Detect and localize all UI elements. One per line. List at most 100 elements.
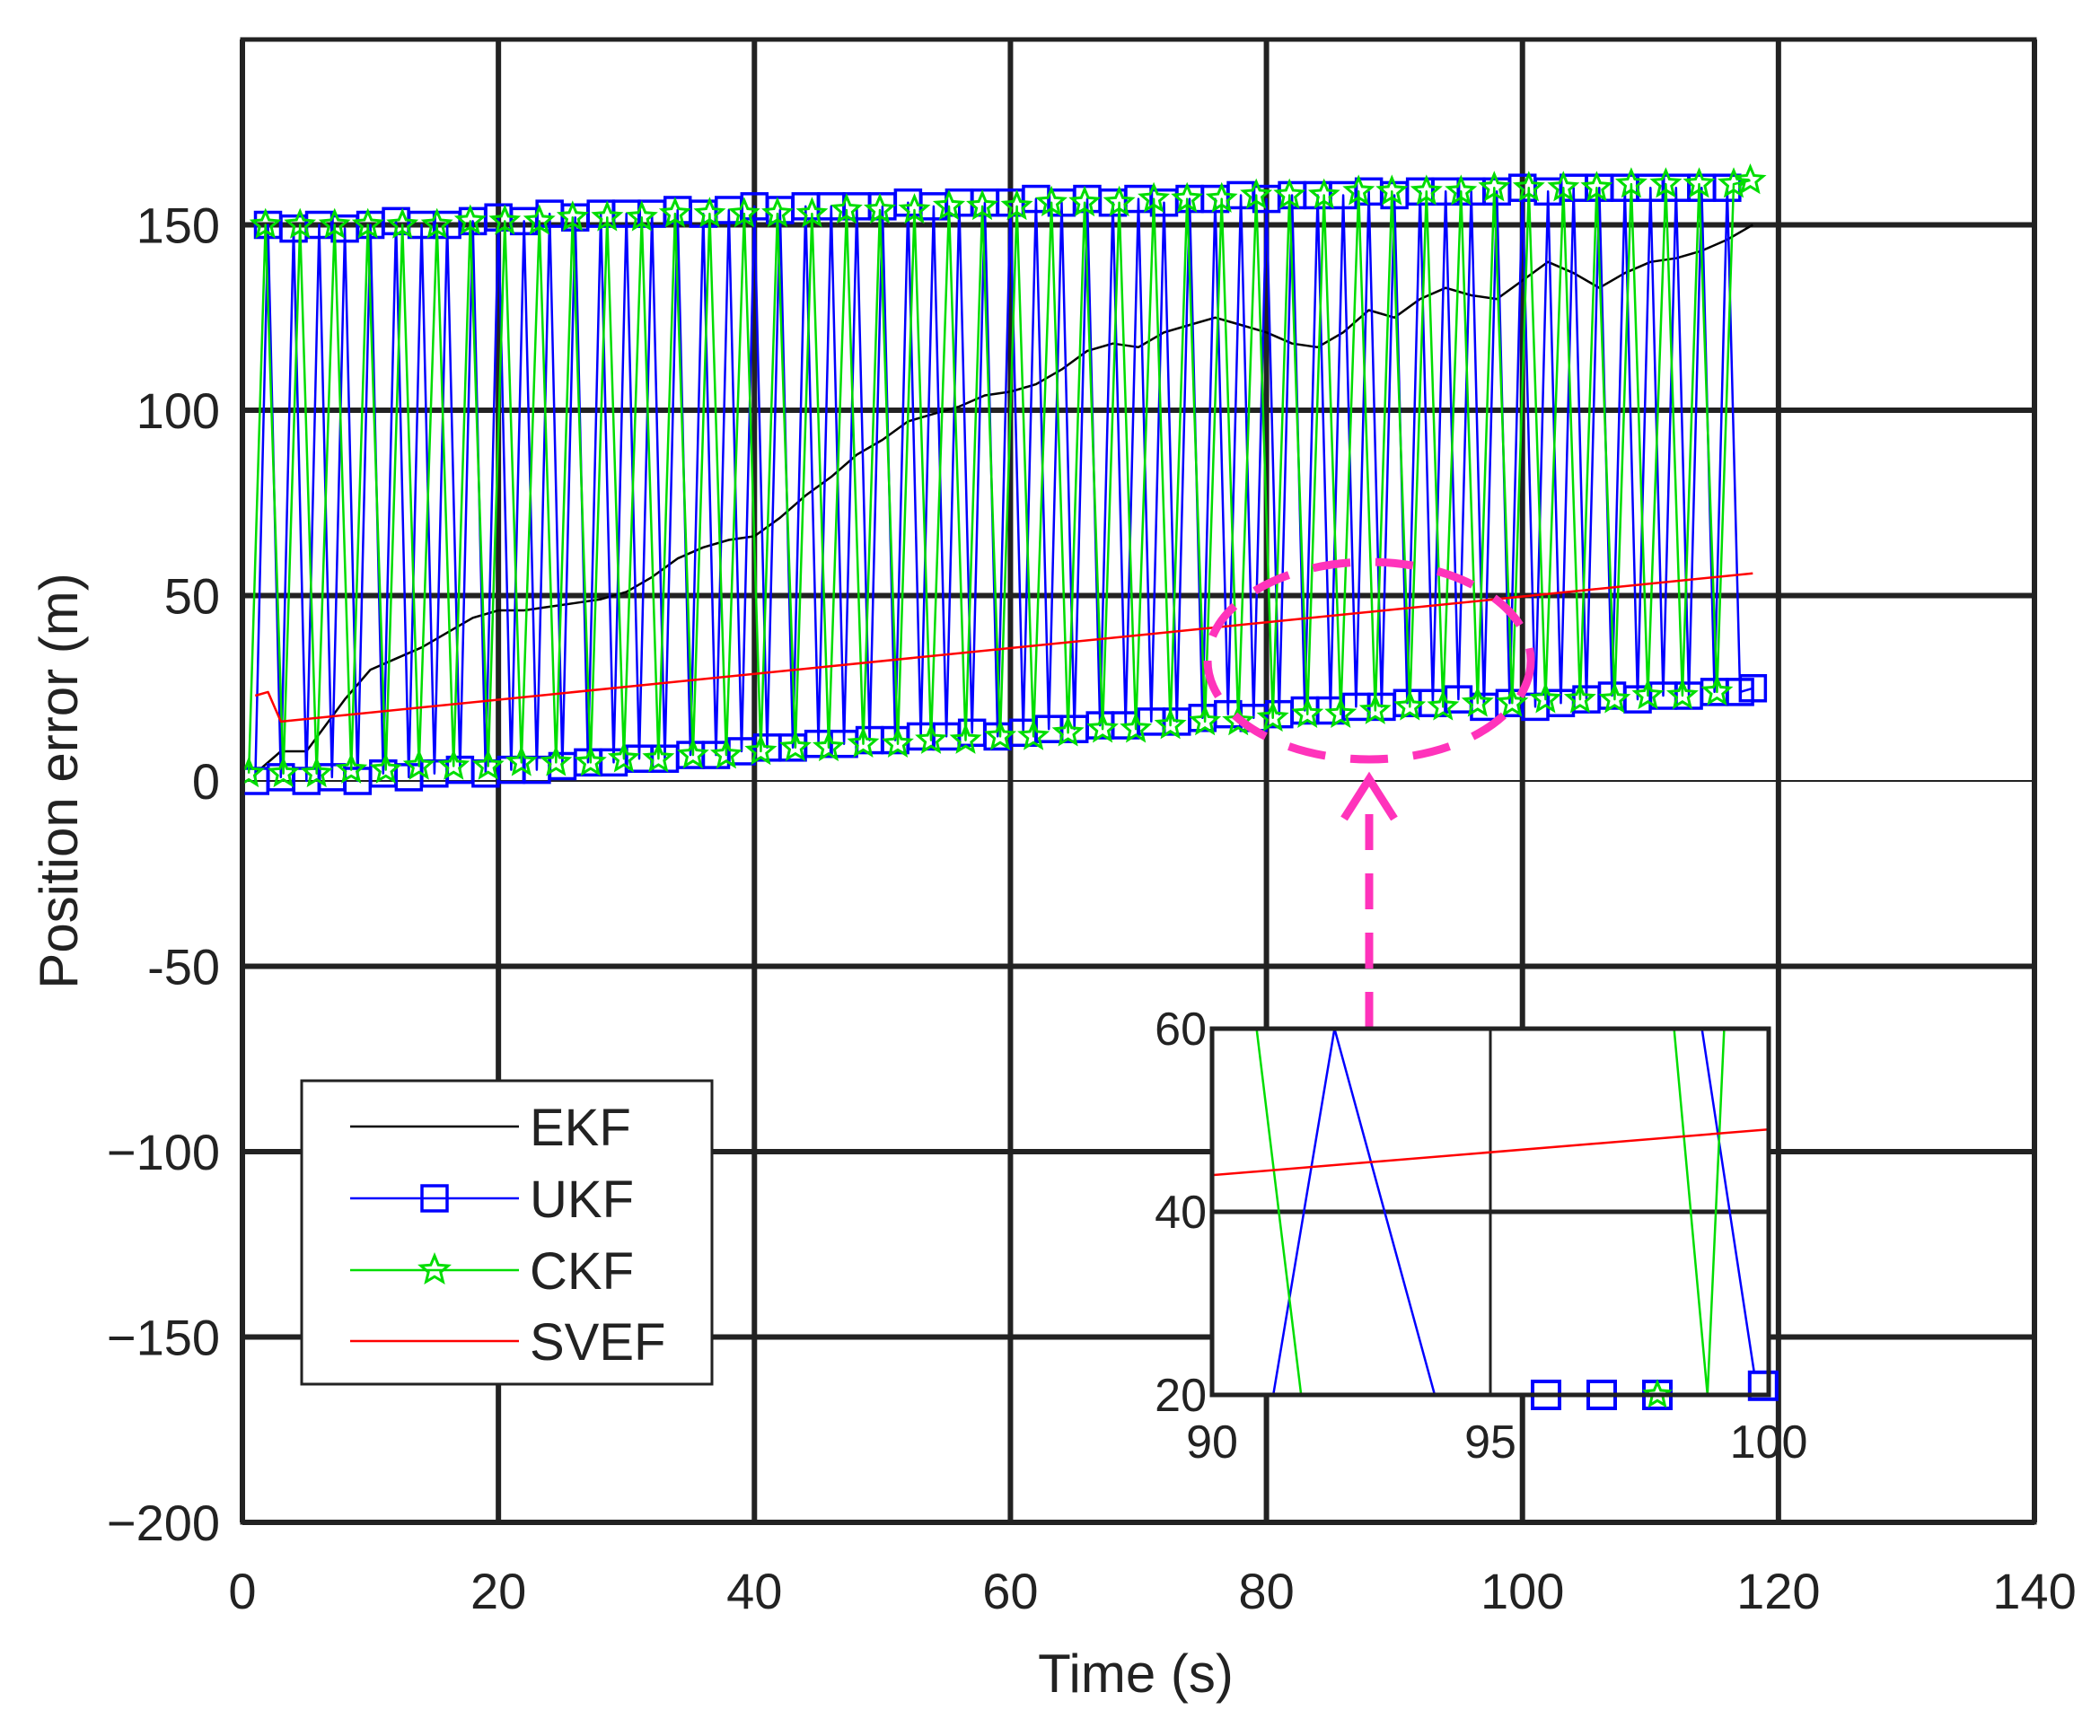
ckf-marker bbox=[386, 207, 419, 239]
ckf-marker bbox=[591, 200, 624, 232]
ckf-marker bbox=[1138, 181, 1171, 213]
ckf-marker bbox=[1529, 682, 1562, 714]
ckf-marker bbox=[727, 197, 760, 228]
ckf-marker bbox=[1393, 689, 1427, 721]
x-axis-label: Time (s) bbox=[1038, 1644, 1234, 1704]
ckf-marker bbox=[676, 738, 709, 769]
zoom-arrow-head bbox=[1340, 771, 1398, 821]
ckf-marker bbox=[488, 204, 522, 235]
ckf-marker bbox=[1375, 174, 1409, 206]
ckf-marker bbox=[1700, 674, 1734, 706]
ckf-marker bbox=[1189, 704, 1222, 736]
ckf-marker bbox=[335, 752, 368, 784]
ckf-marker bbox=[244, 756, 266, 788]
ckf-marker bbox=[744, 734, 778, 766]
ckf-marker bbox=[1580, 171, 1613, 202]
y-tick-label: 100 bbox=[136, 382, 220, 439]
inset-svef-line bbox=[1214, 1128, 1767, 1177]
legend-ckf-marker bbox=[417, 1252, 452, 1285]
ckf-marker bbox=[882, 726, 914, 758]
ckf-marker bbox=[1324, 697, 1358, 728]
ckf-marker bbox=[1342, 174, 1375, 206]
inset-ukf-segment bbox=[1700, 1030, 1759, 1393]
y-tick-label: −200 bbox=[107, 1495, 220, 1551]
ckf-marker bbox=[710, 738, 742, 769]
inset-y-tick-label: 60 bbox=[1155, 1004, 1207, 1056]
ckf-marker bbox=[505, 745, 538, 776]
ckf-marker bbox=[1683, 167, 1716, 198]
inset-x-tick-label: 100 bbox=[1730, 1416, 1808, 1469]
inset-series bbox=[1214, 1030, 1767, 1393]
main-series bbox=[244, 163, 1768, 795]
inset-ckf-segment bbox=[1255, 1030, 1303, 1393]
ckf-marker bbox=[1649, 167, 1683, 198]
inset-x-tick-label: 95 bbox=[1464, 1416, 1516, 1469]
ckf-marker bbox=[1086, 712, 1119, 743]
inset-x-tick-label: 90 bbox=[1186, 1416, 1238, 1469]
ckf-marker bbox=[1410, 174, 1443, 206]
inset-ukf-segment bbox=[1272, 1030, 1336, 1393]
ckf-marker bbox=[1120, 712, 1153, 743]
ckf-marker bbox=[863, 193, 897, 224]
legend-ekf-label: EKF bbox=[530, 1099, 631, 1157]
ckf-marker bbox=[1035, 185, 1068, 217]
ckf-marker bbox=[1512, 171, 1545, 202]
ckf-marker bbox=[693, 197, 726, 228]
plot-frame bbox=[240, 37, 2037, 1525]
inset-y-tick-label: 40 bbox=[1155, 1187, 1207, 1239]
ckf-marker bbox=[1256, 700, 1289, 732]
ckf-marker bbox=[847, 726, 880, 758]
ckf-marker bbox=[284, 207, 317, 239]
ckf-marker bbox=[351, 207, 384, 239]
x-tick-label: 100 bbox=[1481, 1563, 1564, 1619]
ckf-marker bbox=[318, 207, 351, 239]
ckf-marker bbox=[898, 193, 931, 224]
x-tick-label: 20 bbox=[470, 1563, 526, 1619]
ckf-marker bbox=[1666, 679, 1699, 710]
x-tick-label: 80 bbox=[1238, 1563, 1294, 1619]
legend-svef-label: SVEF bbox=[530, 1313, 666, 1372]
ckf-marker bbox=[1598, 682, 1631, 714]
ckf-marker bbox=[1734, 163, 1767, 195]
ckf-marker bbox=[1291, 697, 1324, 728]
ckf-marker bbox=[1478, 171, 1511, 202]
ckf-marker bbox=[1461, 686, 1494, 717]
ckf-marker bbox=[471, 749, 505, 780]
ckf-marker bbox=[1307, 178, 1340, 209]
ckf-marker bbox=[1068, 185, 1102, 217]
ckf-marker bbox=[267, 756, 300, 788]
y-tick-label: 0 bbox=[192, 753, 220, 810]
ckf-marker bbox=[1103, 185, 1136, 217]
ckf-marker bbox=[1563, 682, 1596, 714]
ckf-marker bbox=[1358, 693, 1392, 724]
ckf-marker bbox=[1614, 167, 1647, 198]
ckf-marker bbox=[625, 200, 658, 232]
inset-ckf-marker bbox=[1641, 1379, 1674, 1408]
legend-ckf-label: CKF bbox=[530, 1242, 634, 1301]
ckf-marker bbox=[1273, 178, 1306, 209]
ckf-marker bbox=[1051, 715, 1085, 747]
ckf-marker bbox=[1222, 705, 1255, 736]
ckf-marker bbox=[369, 752, 402, 784]
y-tick-label: −150 bbox=[107, 1310, 220, 1366]
ckf-marker bbox=[574, 745, 607, 776]
ckf-marker bbox=[402, 749, 435, 780]
ckf-marker bbox=[1445, 174, 1478, 206]
ckf-marker bbox=[1240, 178, 1273, 209]
zoom-highlight-ellipse bbox=[1203, 557, 1535, 764]
ckf-marker bbox=[915, 723, 947, 754]
x-tick-label: 60 bbox=[982, 1563, 1038, 1619]
y-tick-label: -50 bbox=[147, 939, 220, 995]
ckf-marker bbox=[1631, 679, 1665, 710]
legend: EKF UKF CKF SVEF bbox=[300, 1079, 714, 1386]
x-tick-label: 40 bbox=[726, 1563, 782, 1619]
inset-ckf-segment bbox=[1706, 1030, 1726, 1393]
inset-ukf-segment bbox=[1333, 1030, 1436, 1393]
ckf-marker bbox=[795, 197, 829, 228]
inset-tick-labels: 90 95 100 20 40 60 bbox=[1155, 1004, 1807, 1469]
y-tick-label: 150 bbox=[136, 197, 220, 254]
ckf-marker bbox=[658, 197, 691, 228]
inset-ckf-segment bbox=[1673, 1030, 1709, 1393]
ckf-marker bbox=[966, 189, 999, 221]
ckf-marker bbox=[1154, 708, 1187, 740]
